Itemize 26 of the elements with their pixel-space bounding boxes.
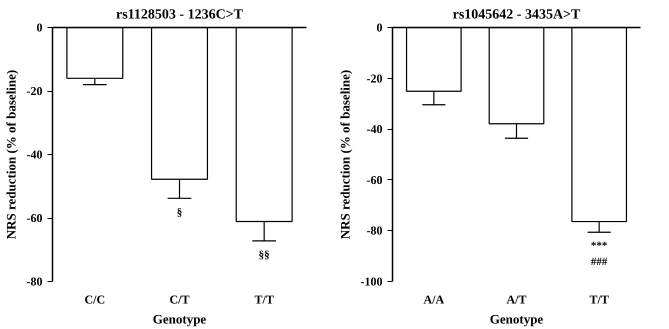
y-tick-label: -60 [366,172,383,187]
y-tick-label: -100 [360,274,383,288]
x-tick-label: C/C [84,292,106,306]
y-tick-label: -40 [366,122,383,136]
y-tick-label: -60 [26,211,43,225]
y-tick-label: 0 [376,20,382,34]
y-axis-title: NRS reduction (% of baseline) [4,70,19,240]
chart-title: rs1128503 - 1236C>T [116,8,244,22]
x-tick-label: T/T [254,292,274,306]
y-axis-title: NRS reduction (% of baseline) [338,70,353,240]
y-tick-label: -80 [26,274,43,288]
data-label: §§ [258,248,270,261]
x-axis-title: Genotype [152,312,206,326]
y-tick-label: -80 [366,224,383,238]
x-tick-label: A/A [424,292,444,306]
x-tick-label: T/T [589,292,609,306]
data-label: *** ### [590,240,608,268]
x-tick-label: C/T [170,292,190,306]
y-tick-label: -20 [26,84,43,98]
y-tick-label: -40 [26,148,43,162]
y-tick-label: 0 [36,20,42,34]
x-tick-label: A/T [506,292,527,306]
chart-title: rs1045642 - 3435A>T [452,8,582,22]
x-axis-title: Genotype [490,312,544,326]
data-label: § [176,206,182,218]
y-tick-label: -20 [366,71,383,86]
